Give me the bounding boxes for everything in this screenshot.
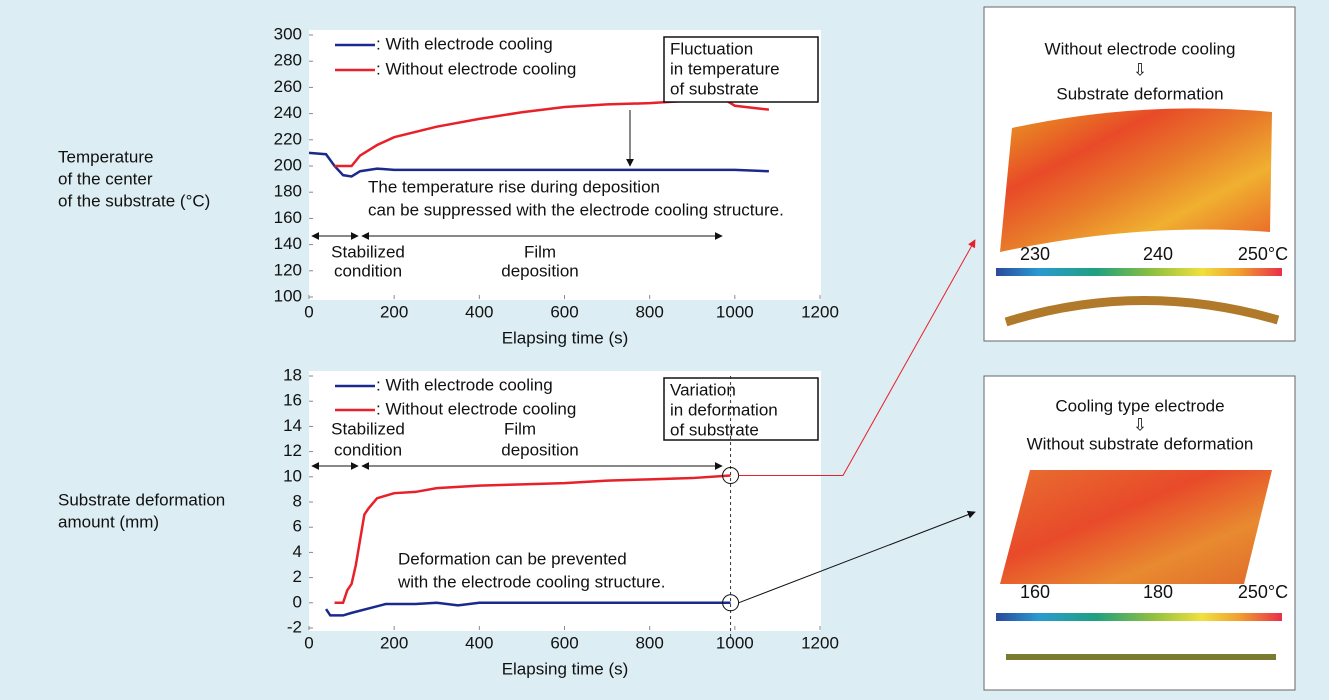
- annotation: in temperature: [670, 59, 780, 78]
- legend-label: : With electrode cooling: [376, 375, 553, 394]
- y-tick-label: 6: [293, 517, 302, 536]
- x-tick-label: 0: [304, 633, 313, 652]
- panel-subtitle: Substrate deformation: [1056, 84, 1223, 103]
- phase-label: deposition: [501, 261, 579, 280]
- legend-label: : Without electrode cooling: [376, 59, 576, 78]
- deformation-profile: [1006, 654, 1276, 660]
- panel-title: Cooling type electrode: [1055, 396, 1224, 415]
- y-tick-label: 200: [274, 155, 302, 174]
- legend-label: : With electrode cooling: [376, 34, 553, 53]
- x-tick-label: 1200: [801, 633, 839, 652]
- y-axis-title: Temperature: [58, 147, 153, 166]
- y-tick-label: 160: [274, 208, 302, 227]
- page: 1001201401601802002202402602803000200400…: [0, 0, 1329, 695]
- phase-label: condition: [334, 440, 402, 459]
- x-tick-label: 1200: [801, 302, 839, 321]
- y-tick-label: 4: [293, 542, 302, 561]
- x-tick-label: 600: [550, 302, 578, 321]
- y-axis-title: of the substrate (°C): [58, 191, 210, 210]
- scale-label: 250°C: [1238, 244, 1288, 264]
- scale-label: 240: [1143, 244, 1173, 264]
- x-tick-label: 800: [635, 633, 663, 652]
- annotation: with the electrode cooling structure.: [397, 572, 665, 591]
- annotation: can be suppressed with the electrode coo…: [368, 200, 784, 219]
- y-tick-label: 14: [283, 416, 302, 435]
- x-tick-label: 1000: [716, 302, 754, 321]
- y-axis-title: amount (mm): [58, 512, 159, 531]
- scale-label: 250°C: [1238, 582, 1288, 602]
- phase-label: Film: [504, 419, 536, 438]
- x-tick-label: 400: [465, 633, 493, 652]
- y-axis-title: Substrate deformation: [58, 490, 225, 509]
- annotation: Variation: [670, 380, 736, 399]
- panel-title: Without electrode cooling: [1045, 39, 1236, 58]
- phase-label: Stabilized: [331, 242, 405, 261]
- annotation: The temperature rise during deposition: [368, 177, 660, 196]
- annotation: Deformation can be prevented: [398, 549, 627, 568]
- y-axis-title: of the center: [58, 169, 153, 188]
- y-tick-label: 12: [283, 441, 302, 460]
- y-tick-label: 16: [283, 391, 302, 410]
- y-tick-label: 140: [274, 234, 302, 253]
- scale-label: 180: [1143, 582, 1173, 602]
- y-tick-label: 280: [274, 51, 302, 70]
- y-tick-label: 18: [283, 365, 302, 384]
- annotation: in deformation: [670, 400, 778, 419]
- x-tick-label: 0: [304, 302, 313, 321]
- x-tick-label: 200: [380, 302, 408, 321]
- annotation: of substrate: [670, 79, 759, 98]
- annotation: Fluctuation: [670, 39, 753, 58]
- x-tick-label: 200: [380, 633, 408, 652]
- heatmap: [1000, 470, 1272, 584]
- y-tick-label: 120: [274, 260, 302, 279]
- y-tick-label: 2: [293, 567, 302, 586]
- annotation: of substrate: [670, 420, 759, 439]
- panel-arrow: ⇩: [1133, 60, 1147, 79]
- color-bar: [996, 268, 1282, 276]
- scale-label: 160: [1020, 582, 1050, 602]
- x-axis-title: Elapsing time (s): [502, 659, 629, 678]
- y-tick-label: 220: [274, 129, 302, 148]
- panel-subtitle: Without substrate deformation: [1027, 434, 1254, 453]
- y-tick-label: 8: [293, 491, 302, 510]
- y-tick-label: 0: [293, 592, 302, 611]
- phase-label: deposition: [501, 440, 579, 459]
- x-tick-label: 1000: [716, 633, 754, 652]
- y-tick-label: 300: [274, 24, 302, 43]
- figure: 1001201401601802002202402602803000200400…: [0, 0, 1329, 695]
- phase-label: condition: [334, 261, 402, 280]
- phase-label: Film: [524, 242, 556, 261]
- panel-arrow: ⇩: [1133, 415, 1147, 434]
- y-tick-label: 240: [274, 103, 302, 122]
- phase-label: Stabilized: [331, 419, 405, 438]
- y-tick-label: 260: [274, 77, 302, 96]
- x-tick-label: 400: [465, 302, 493, 321]
- scale-label: 230: [1020, 244, 1050, 264]
- legend-label: : Without electrode cooling: [376, 399, 576, 418]
- x-tick-label: 600: [550, 633, 578, 652]
- y-tick-label: -2: [287, 617, 302, 636]
- y-tick-label: 180: [274, 182, 302, 201]
- color-bar: [996, 613, 1282, 621]
- y-tick-label: 100: [274, 286, 302, 305]
- y-tick-label: 10: [283, 466, 302, 485]
- x-axis-title: Elapsing time (s): [502, 328, 629, 347]
- x-tick-label: 800: [635, 302, 663, 321]
